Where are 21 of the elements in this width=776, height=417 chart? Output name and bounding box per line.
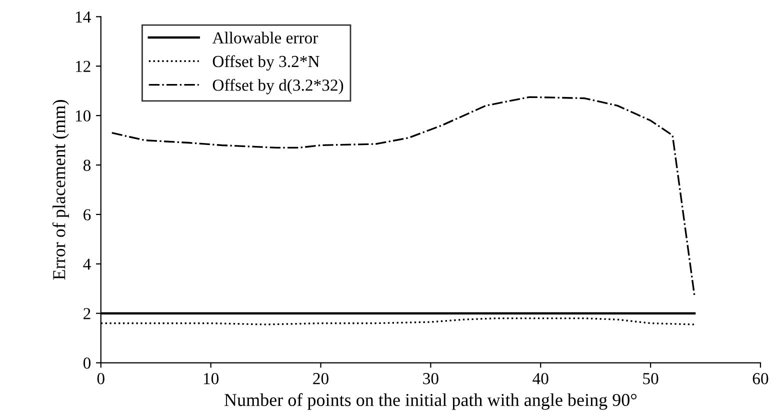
y-tick-label: 0 (83, 357, 91, 369)
line-series (111, 96, 696, 297)
y-tick-label: 6 (84, 209, 91, 220)
x-tick-label: 40 (532, 372, 548, 384)
y-tick-label: 10 (76, 110, 91, 122)
x-tick-label: 0 (97, 372, 104, 384)
x-tick-label: 20 (313, 372, 328, 384)
x-tick-label: 60 (752, 372, 768, 384)
legend-label: Offset by d(3.2*32) (212, 78, 344, 94)
y-tick-label: 4 (83, 258, 91, 270)
legend-label: Offset by 3.2*N (212, 55, 320, 71)
legend-label: Allowable error (212, 32, 318, 44)
x-tick-label: 30 (423, 372, 438, 384)
y-tick-label: 2 (84, 308, 90, 320)
x-tick-label: 50 (643, 372, 658, 384)
y-tick-label: 12 (76, 60, 90, 72)
x-axis-title: Number of points on the initial path with angle being 90° (224, 393, 636, 410)
y-axis-title: Error of placement (mm) (52, 100, 69, 280)
y-tick-label: 8 (83, 160, 91, 171)
y-tick-label: 14 (76, 11, 91, 22)
x-tick-label: 10 (204, 372, 219, 384)
